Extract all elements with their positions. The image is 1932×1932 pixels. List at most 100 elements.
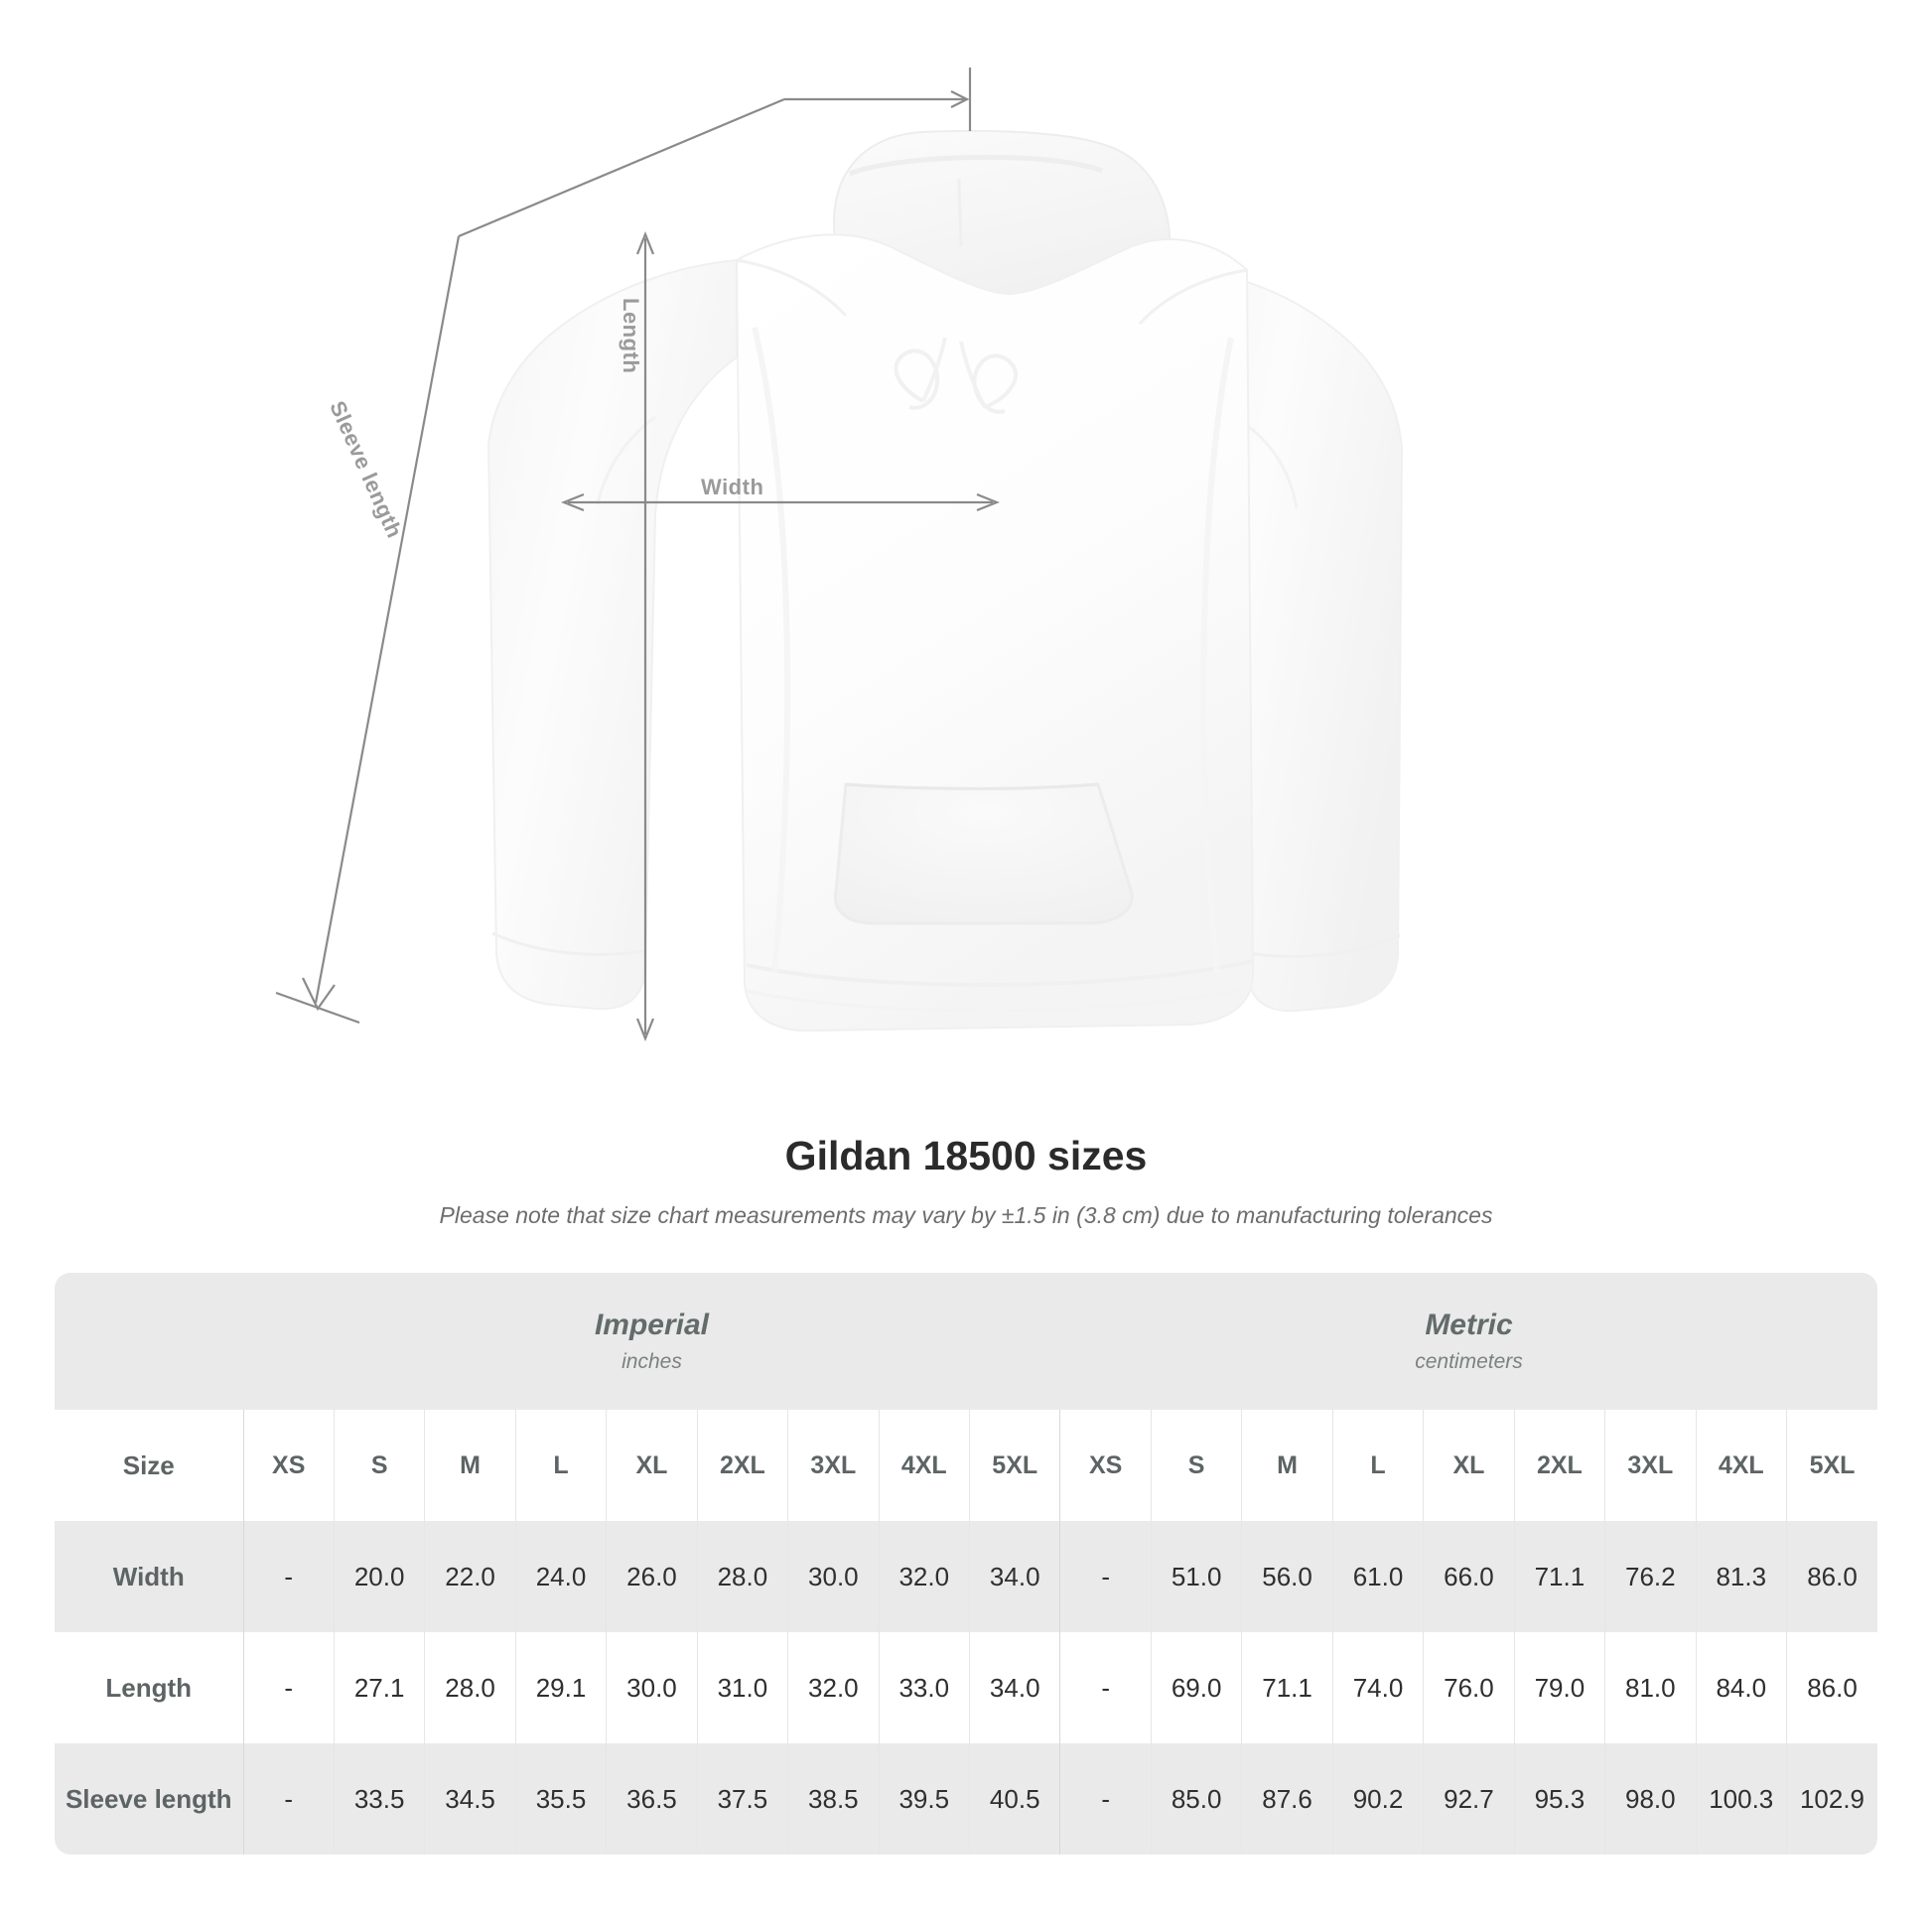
unit-banner-spacer	[55, 1273, 243, 1410]
cell-imperial-3xl: 30.0	[787, 1521, 880, 1632]
cell-metric-4xl: 84.0	[1695, 1632, 1787, 1743]
length-arrowhead-bottom	[635, 1018, 655, 1041]
cell-imperial-5xl: 34.0	[968, 1521, 1060, 1632]
cell-metric-xs: -	[1059, 1743, 1152, 1855]
length-arrowhead-top	[635, 231, 655, 255]
cell-metric-xl: 66.0	[1423, 1521, 1515, 1632]
sleeve-end-tick	[275, 991, 360, 1025]
unit-banner-row: Imperial inches Metric centimeters	[55, 1273, 1878, 1410]
cell-imperial-xl: 30.0	[606, 1632, 698, 1743]
tolerance-note: Please note that size chart measurements…	[439, 1202, 1493, 1229]
measurement-lines	[275, 68, 1000, 1041]
cell-metric-3xl: 98.0	[1604, 1743, 1697, 1855]
cell-imperial-m: 34.5	[424, 1743, 516, 1855]
cell-metric-xl: 92.7	[1423, 1743, 1515, 1855]
cell-metric-l: 74.0	[1331, 1632, 1424, 1743]
cell-metric-s: 85.0	[1150, 1743, 1242, 1855]
cell-metric-3xl: 76.2	[1604, 1521, 1697, 1632]
header-size-imperial-s: S	[333, 1410, 425, 1521]
cell-metric-s: 69.0	[1150, 1632, 1242, 1743]
hoodie-illustration-image	[486, 129, 1404, 1033]
cell-metric-5xl: 102.9	[1785, 1743, 1878, 1855]
header-size-imperial-xs: XS	[242, 1410, 335, 1521]
header-size-imperial-xl: XL	[606, 1410, 698, 1521]
cell-imperial-4xl: 33.0	[878, 1632, 970, 1743]
cell-metric-xs: -	[1059, 1632, 1152, 1743]
header-size-imperial-3xl: 3XL	[787, 1410, 880, 1521]
header-size-imperial-m: M	[424, 1410, 516, 1521]
header-size-metric-4xl: 4XL	[1695, 1410, 1787, 1521]
header-size-imperial-4xl: 4XL	[878, 1410, 970, 1521]
table-row: Length -27.1 28.0 29.1 30.0 31.0 32.0 33.0 34.0-…	[55, 1632, 1878, 1743]
unit-group-name: Metric	[1425, 1309, 1513, 1342]
row-label-width: Width	[55, 1521, 243, 1632]
size-chart-table-container: Imperial inches Metric centimeters Size XS S M L…	[55, 1273, 1878, 1855]
cell-imperial-5xl: 34.0	[968, 1632, 1060, 1743]
header-size-label: Size	[55, 1410, 243, 1521]
cell-imperial-s: 20.0	[333, 1521, 425, 1632]
cell-metric-xl: 76.0	[1423, 1632, 1515, 1743]
cell-imperial-3xl: 32.0	[787, 1632, 880, 1743]
cell-imperial-xs: -	[242, 1632, 335, 1743]
header-size-imperial-2xl: 2XL	[696, 1410, 788, 1521]
garment-diagram: Length Width Sleeve length	[275, 68, 1404, 1041]
cell-imperial-xl: 26.0	[606, 1521, 698, 1632]
header-size-metric-l: L	[1331, 1410, 1424, 1521]
unit-group-imperial: Imperial inches	[243, 1273, 1060, 1410]
cell-metric-2xl: 79.0	[1513, 1632, 1605, 1743]
title-block: Gildan 18500 sizes Please note that size…	[0, 1132, 1932, 1229]
cell-imperial-m: 22.0	[424, 1521, 516, 1632]
table-row: Width -20.0 22.0 24.0 26.0 28.0 30.0 32.0 34.0-5…	[55, 1521, 1878, 1632]
cell-imperial-l: 35.5	[514, 1743, 607, 1855]
cell-metric-3xl: 81.0	[1604, 1632, 1697, 1743]
cell-metric-5xl: 86.0	[1785, 1632, 1878, 1743]
cell-metric-2xl: 95.3	[1513, 1743, 1605, 1855]
cell-imperial-3xl: 38.5	[787, 1743, 880, 1855]
width-arrowhead-right	[976, 492, 1000, 512]
unit-group-name: Imperial	[594, 1309, 710, 1342]
cell-metric-l: 90.2	[1331, 1743, 1424, 1855]
cell-imperial-l: 24.0	[514, 1521, 607, 1632]
row-label-sleeve-length: Sleeve length	[55, 1743, 243, 1855]
unit-group-metric: Metric centimeters	[1059, 1273, 1878, 1410]
table-header-row: Size XS S M L XL 2XL 3XL 4XL 5XL XS S M L XL 2XL 3XL 4XL 5…	[55, 1410, 1878, 1521]
header-size-metric-xl: XL	[1423, 1410, 1515, 1521]
header-size-imperial-5xl: 5XL	[968, 1410, 1060, 1521]
cell-metric-xs: -	[1059, 1521, 1152, 1632]
cell-metric-4xl: 81.3	[1695, 1521, 1787, 1632]
width-label: Width	[701, 475, 764, 499]
cell-imperial-xs: -	[242, 1521, 335, 1632]
cell-imperial-4xl: 32.0	[878, 1521, 970, 1632]
cell-metric-5xl: 86.0	[1785, 1521, 1878, 1632]
size-chart-table: Imperial inches Metric centimeters Size XS S M L…	[55, 1273, 1878, 1855]
cell-metric-m: 87.6	[1241, 1743, 1333, 1855]
cell-imperial-2xl: 28.0	[696, 1521, 788, 1632]
header-size-metric-s: S	[1150, 1410, 1242, 1521]
unit-group-sub: centimeters	[1415, 1349, 1523, 1373]
header-size-metric-5xl: 5XL	[1785, 1410, 1878, 1521]
header-size-metric-2xl: 2XL	[1513, 1410, 1605, 1521]
cell-metric-l: 61.0	[1331, 1521, 1424, 1632]
cell-imperial-xs: -	[242, 1743, 335, 1855]
cell-imperial-m: 28.0	[424, 1632, 516, 1743]
table-row: Sleeve length -33.5 34.5 35.5 36.5 37.5 38.5 39…	[55, 1743, 1878, 1855]
cell-imperial-l: 29.1	[514, 1632, 607, 1743]
length-label: Length	[619, 298, 643, 374]
row-label-length: Length	[55, 1632, 243, 1743]
cell-imperial-2xl: 31.0	[696, 1632, 788, 1743]
width-arrowhead-left	[561, 492, 585, 512]
header-size-metric-3xl: 3XL	[1604, 1410, 1697, 1521]
cell-imperial-s: 33.5	[333, 1743, 425, 1855]
cell-metric-m: 56.0	[1241, 1521, 1333, 1632]
cell-imperial-2xl: 37.5	[696, 1743, 788, 1855]
cell-metric-4xl: 100.3	[1695, 1743, 1787, 1855]
cell-imperial-s: 27.1	[333, 1632, 425, 1743]
unit-group-sub: inches	[621, 1349, 682, 1373]
leader-diagonal-line	[458, 97, 785, 238]
cell-metric-s: 51.0	[1150, 1521, 1242, 1632]
cell-imperial-5xl: 40.5	[968, 1743, 1060, 1855]
cell-metric-2xl: 71.1	[1513, 1521, 1605, 1632]
header-size-metric-xs: XS	[1059, 1410, 1152, 1521]
header-size-metric-m: M	[1241, 1410, 1333, 1521]
cell-metric-m: 71.1	[1241, 1632, 1333, 1743]
